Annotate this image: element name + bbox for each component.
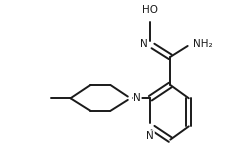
Text: N: N xyxy=(140,39,147,49)
Text: NH₂: NH₂ xyxy=(193,39,213,49)
Text: HO: HO xyxy=(142,5,158,15)
Text: N: N xyxy=(133,93,141,103)
Text: N: N xyxy=(146,131,154,141)
